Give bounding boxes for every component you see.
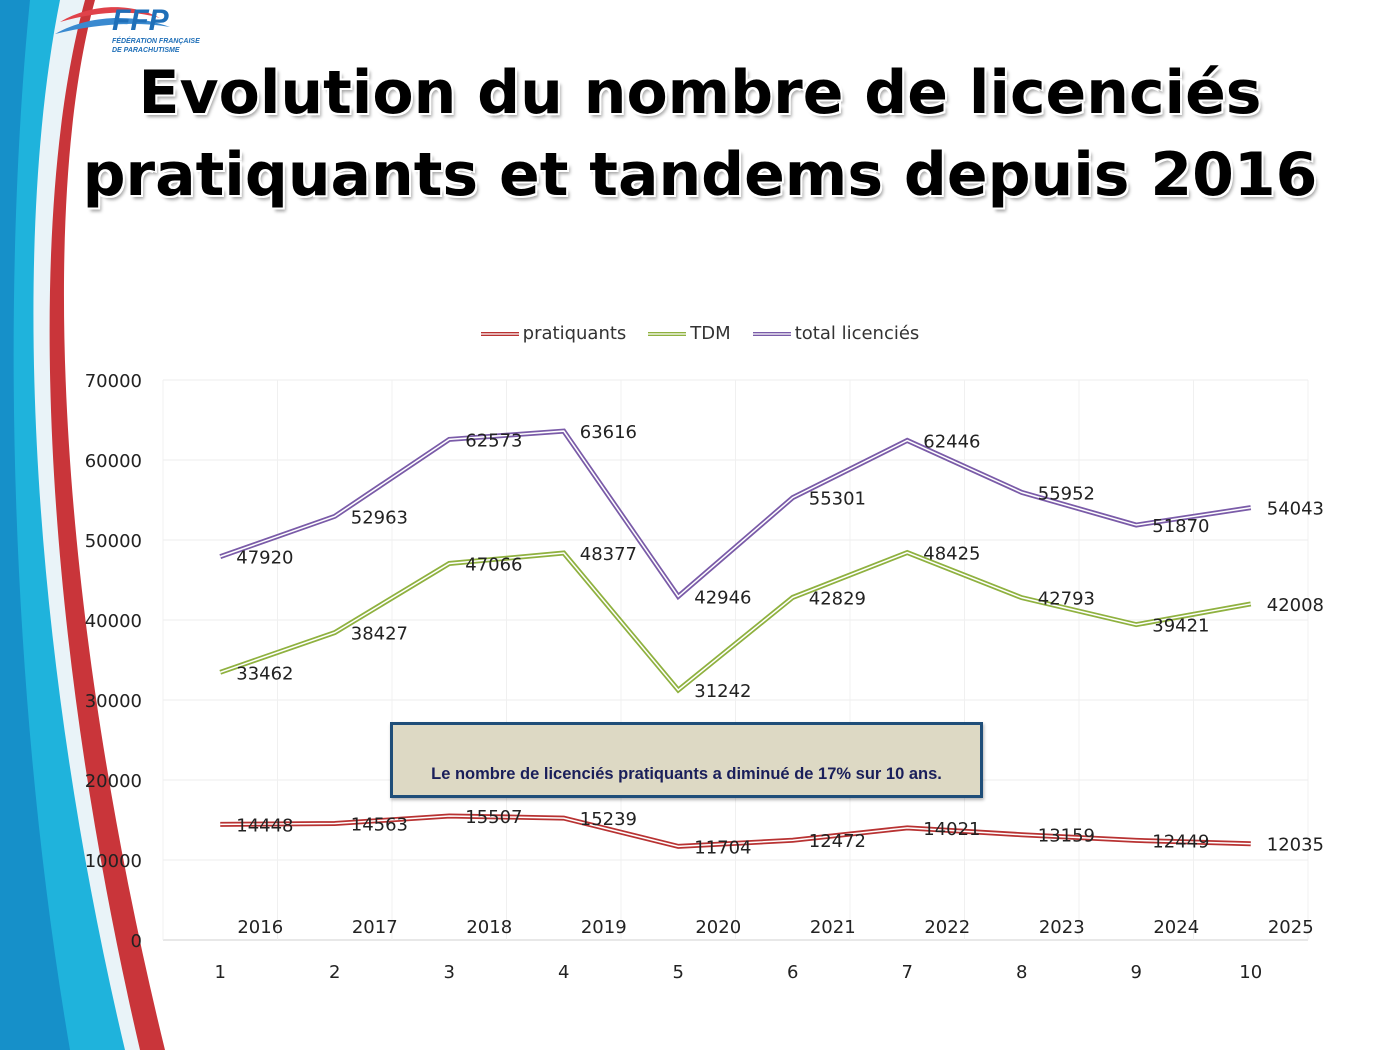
chart-legend: pratiquants TDM total licenciés xyxy=(0,323,1400,344)
legend-item-total: total licenciés xyxy=(752,323,920,344)
data-label: 54043 xyxy=(1267,499,1324,520)
data-label: 38427 xyxy=(351,624,408,645)
x-category-label: 2021 xyxy=(810,917,856,938)
y-tick-label: 30000 xyxy=(85,691,142,712)
data-label: 14563 xyxy=(351,814,408,835)
data-label: 42946 xyxy=(694,587,751,608)
x-tick-label: 8 xyxy=(1016,962,1027,983)
data-label: 55952 xyxy=(1038,483,1095,504)
y-tick-label: 0 xyxy=(131,931,142,952)
data-label: 15507 xyxy=(465,807,522,828)
y-tick-label: 60000 xyxy=(85,451,142,472)
data-label: 48377 xyxy=(580,544,637,565)
x-tick-label: 4 xyxy=(558,962,569,983)
data-label: 13159 xyxy=(1038,826,1095,847)
data-label: 12035 xyxy=(1267,835,1324,856)
data-label: 47066 xyxy=(465,554,522,575)
data-label: 63616 xyxy=(580,422,637,443)
data-label: 42793 xyxy=(1038,589,1095,610)
logo-line1: FÉDÉRATION FRANÇAISE xyxy=(112,38,200,45)
slide-title: Evolution du nombre de licenciés pratiqu… xyxy=(0,58,1400,210)
data-label: 11704 xyxy=(694,837,751,858)
ffp-logo: FFP FÉDÉRATION FRANÇAISE DE PARACHUTISME xyxy=(50,0,200,57)
y-tick-label: 40000 xyxy=(85,611,142,632)
data-label: 42829 xyxy=(809,588,866,609)
y-tick-label: 20000 xyxy=(85,771,142,792)
series-line-inner-2 xyxy=(220,430,1251,598)
legend-item-pratiquants: pratiquants xyxy=(480,323,627,344)
legend-label: total licenciés xyxy=(794,323,920,344)
data-label: 12472 xyxy=(809,831,866,852)
x-tick-label: 3 xyxy=(444,962,455,983)
data-label: 12449 xyxy=(1152,831,1209,852)
title-line-1: Evolution du nombre de licenciés xyxy=(138,58,1262,128)
title-line-2: pratiquants et tandems depuis 2016 xyxy=(82,140,1318,210)
logo-line2: DE PARACHUTISME xyxy=(112,47,180,54)
y-tick-label: 70000 xyxy=(85,371,142,392)
legend-item-tdm: TDM xyxy=(648,323,731,344)
data-label: 39421 xyxy=(1152,616,1209,637)
x-tick-label: 5 xyxy=(673,962,684,983)
data-label: 31242 xyxy=(694,681,751,702)
x-category-label: 2023 xyxy=(1039,917,1085,938)
data-label: 62446 xyxy=(923,431,980,452)
x-tick-label: 7 xyxy=(902,962,913,983)
x-category-label: 2022 xyxy=(924,917,970,938)
data-label: 55301 xyxy=(809,489,866,510)
legend-swatch-total xyxy=(752,331,791,336)
x-category-label: 2020 xyxy=(695,917,741,938)
x-tick-label: 6 xyxy=(787,962,798,983)
series-line-inner-1 xyxy=(220,551,1251,692)
data-label: 52963 xyxy=(351,507,408,528)
data-label: 42008 xyxy=(1267,595,1324,616)
legend-label: pratiquants xyxy=(522,323,627,344)
x-tick-label: 2 xyxy=(329,962,340,983)
legend-label: TDM xyxy=(690,323,731,344)
data-label: 62573 xyxy=(465,430,522,451)
data-label: 15239 xyxy=(580,809,637,830)
data-label: 47920 xyxy=(236,548,293,569)
data-label: 14448 xyxy=(236,815,293,836)
x-category-label: 2019 xyxy=(581,917,627,938)
data-label: 14021 xyxy=(923,819,980,840)
legend-swatch-pratiquants xyxy=(480,331,519,336)
x-category-label: 2025 xyxy=(1268,917,1314,938)
logo-acronym: FFP xyxy=(112,4,169,37)
annotation-text: Le nombre de licenciés pratiquants a dim… xyxy=(431,765,942,783)
x-category-label: 2018 xyxy=(466,917,512,938)
annotation-box: Le nombre de licenciés pratiquants a dim… xyxy=(390,722,983,798)
x-category-label: 2017 xyxy=(352,917,398,938)
x-category-label: 2016 xyxy=(237,917,283,938)
x-tick-label: 1 xyxy=(215,962,226,983)
x-tick-label: 9 xyxy=(1131,962,1142,983)
series-line-inner-0 xyxy=(220,815,1251,848)
x-tick-label: 10 xyxy=(1239,962,1262,983)
data-label: 48425 xyxy=(923,544,980,565)
legend-swatch-tdm xyxy=(648,331,687,336)
x-category-label: 2024 xyxy=(1153,917,1199,938)
data-label: 51870 xyxy=(1152,516,1209,537)
y-tick-label: 10000 xyxy=(85,851,142,872)
data-label: 33462 xyxy=(236,663,293,684)
y-tick-label: 50000 xyxy=(85,531,142,552)
